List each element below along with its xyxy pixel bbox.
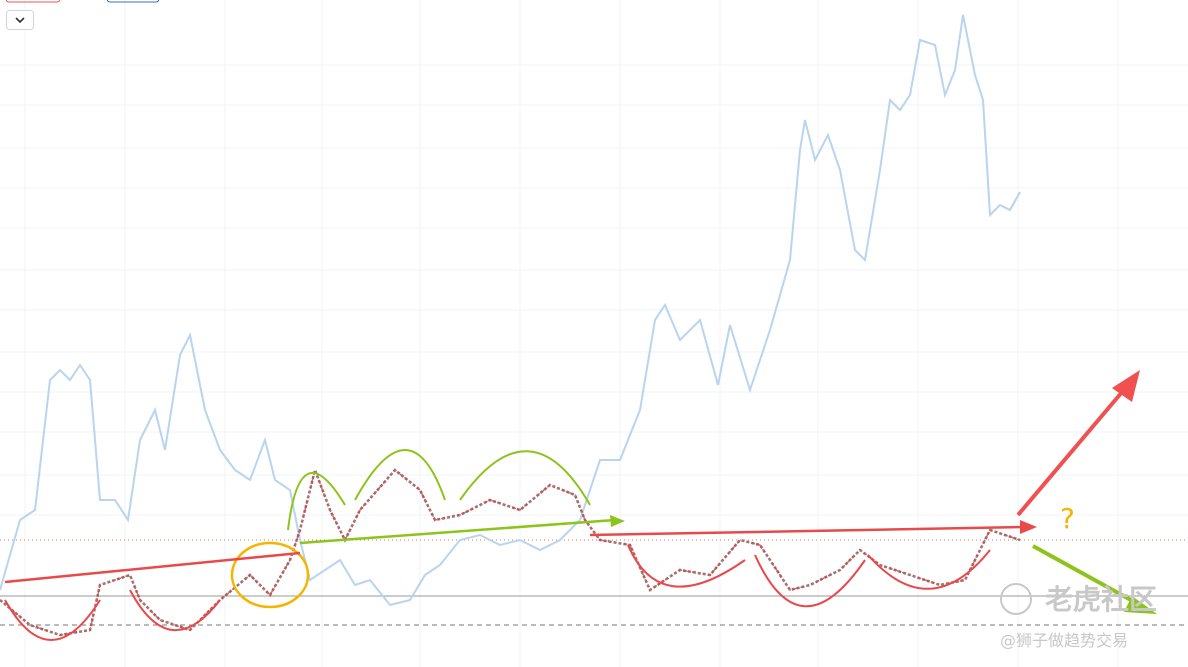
trend-line (589, 525, 1026, 537)
up-arrow (1016, 383, 1130, 517)
question-mark: ? (1060, 502, 1075, 535)
trend-line (299, 518, 616, 545)
toggle-button[interactable] (5, 0, 61, 3)
chevron-icon (15, 17, 25, 24)
arrow-head (1020, 520, 1037, 534)
highlight-circle (230, 541, 310, 609)
price-candles (0, 465, 1021, 637)
dome-arcs (287, 449, 591, 531)
toggle-button[interactable] (106, 0, 160, 3)
arrow-head (1124, 596, 1157, 614)
price-candles (0, 467, 1021, 636)
dropdown-button[interactable] (6, 10, 34, 30)
trend-line (4, 551, 301, 584)
watermark-author: @狮子做趋势交易 (1000, 631, 1128, 650)
arrow-head (610, 515, 625, 527)
arrow-head (1112, 370, 1140, 402)
comparison-line (0, 14, 1021, 607)
watermark-brand: 老虎社区 (1045, 583, 1157, 616)
watermark-logo (1000, 583, 1032, 615)
down-arrow (1032, 544, 1141, 607)
cup-arcs (4, 544, 991, 641)
